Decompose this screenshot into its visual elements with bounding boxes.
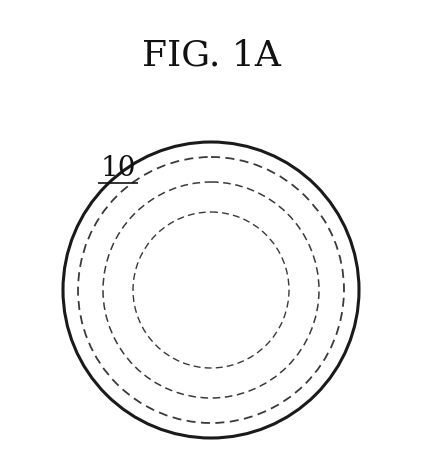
Text: FIG. 1A: FIG. 1A (141, 38, 281, 72)
Text: 10: 10 (100, 155, 136, 182)
